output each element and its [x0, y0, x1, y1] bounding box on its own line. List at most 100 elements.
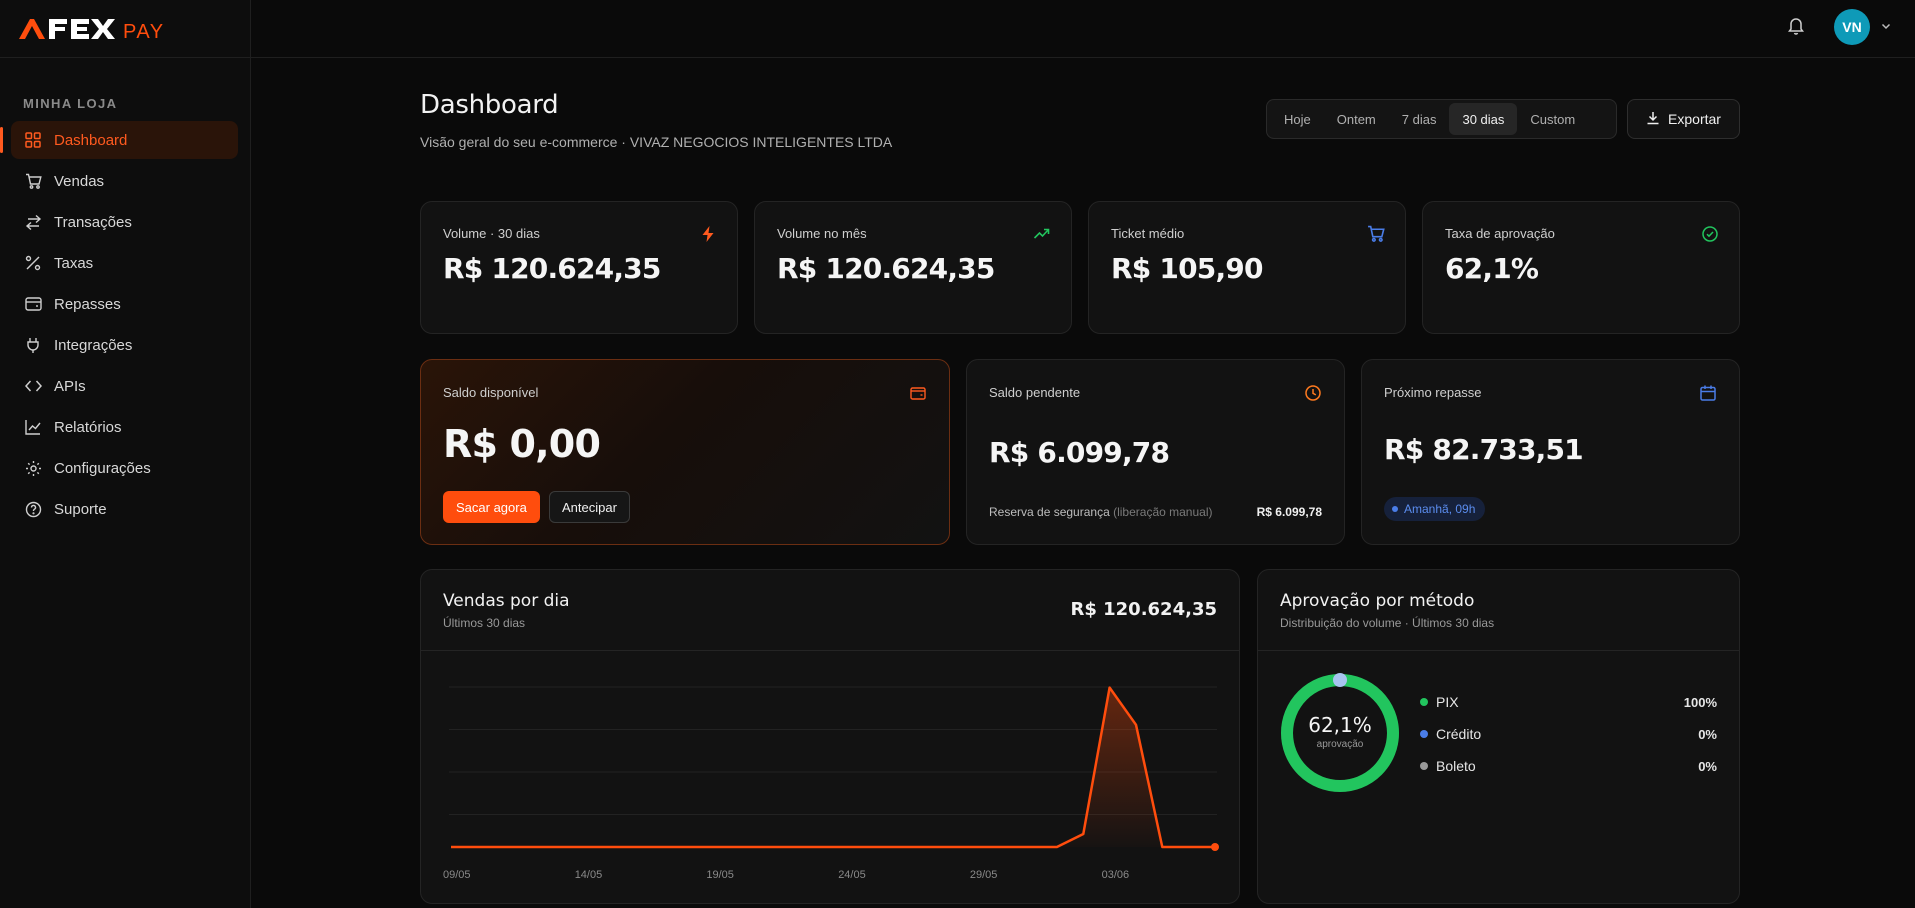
chart-icon — [24, 418, 42, 436]
legend-dot — [1420, 730, 1428, 738]
sidebar-item-apis[interactable]: APIs — [11, 367, 238, 405]
approval-donut — [1281, 673, 1399, 792]
kpi-label: Volume no mês — [777, 226, 867, 241]
trend-up-icon — [1033, 225, 1051, 243]
sidebar-item-integracoes[interactable]: Integrações — [11, 326, 238, 364]
kpi-value: 62,1% — [1445, 252, 1539, 285]
reserve-text: Reserva de segurança — [989, 505, 1110, 519]
sidebar-item-taxas[interactable]: Taxas — [11, 244, 238, 282]
proximo-repasse-card: Próximo repasse R$ 82.733,51 Amanhã, 09h — [1361, 359, 1740, 545]
brand-logo[interactable]: PAY — [0, 0, 250, 58]
balance-label: Próximo repasse — [1384, 385, 1482, 400]
range-30-dias[interactable]: 30 dias — [1449, 103, 1518, 135]
topbar — [251, 0, 1915, 58]
cart-icon — [1367, 225, 1385, 243]
page-subtitle: Visão geral do seu e-commerce · VIVAZ NE… — [420, 134, 893, 150]
chevron-down-icon[interactable] — [1880, 19, 1892, 31]
kpi-value: R$ 120.624,35 — [443, 252, 661, 285]
status-badge: Amanhã, 09h — [1384, 497, 1486, 521]
page-title: Dashboard — [420, 90, 559, 120]
donut-center: 62,1% aprovação — [1280, 673, 1400, 793]
download-icon — [1646, 111, 1660, 128]
kpi-value: R$ 105,90 — [1111, 252, 1263, 285]
cart-icon — [24, 172, 42, 190]
sidebar-item-label: Taxas — [54, 254, 94, 272]
legend-value: 0% — [1698, 758, 1717, 774]
data-point-last[interactable] — [1211, 843, 1219, 851]
avatar-initials: VN — [1842, 19, 1862, 35]
sidebar-item-repasses[interactable]: Repasses — [11, 285, 238, 323]
sidebar-item-label: Dashboard — [54, 131, 128, 149]
legend-label: Crédito — [1436, 726, 1482, 742]
saldo-disponivel-card: Saldo disponível R$ 0,00 Sacar agora Ant… — [420, 359, 950, 545]
range-hoje[interactable]: Hoje — [1284, 111, 1311, 127]
legend-pix: PIX 100% — [1420, 692, 1717, 712]
kpi-label: Ticket médio — [1111, 226, 1185, 241]
donut-center-value: 62,1% — [1308, 712, 1372, 737]
sidebar-item-vendas[interactable]: Vendas — [11, 162, 238, 200]
range-custom[interactable]: Custom — [1530, 111, 1576, 127]
sales-chart-card: Vendas por dia Últimos 30 dias R$ 120.62… — [420, 569, 1240, 904]
sidebar: PAY MINHA LOJA Dashboard Vendas Transaçõ… — [0, 0, 251, 908]
sales-line — [451, 686, 1215, 849]
avatar[interactable]: VN — [1834, 9, 1870, 45]
kpi-value: R$ 120.624,35 — [777, 252, 995, 285]
reserve-value: R$ 6.099,78 — [1256, 505, 1322, 519]
x-tick-label: 14/05 — [575, 869, 603, 881]
grid-icon — [24, 131, 42, 149]
sidebar-item-label: Relatórios — [54, 418, 122, 436]
afex-pay-logo: PAY — [19, 18, 163, 41]
sales-line-chart: 09/05 14/05 19/05 24/05 29/05 03/06 — [443, 686, 1219, 881]
sidebar-item-transacoes[interactable]: Transações — [11, 203, 238, 241]
range-ontem[interactable]: Ontem — [1336, 111, 1376, 127]
legend-dot — [1420, 698, 1428, 706]
sidebar-item-relatorios[interactable]: Relatórios — [11, 408, 238, 446]
donut-marker — [1333, 673, 1347, 687]
legend-value: 0% — [1698, 726, 1717, 742]
sidebar-item-label: Vendas — [54, 172, 105, 190]
legend-label: Boleto — [1436, 758, 1476, 774]
sidebar-item-suporte[interactable]: Suporte — [11, 490, 238, 528]
sidebar-item-dashboard[interactable]: Dashboard — [0, 121, 238, 159]
wallet-icon — [24, 295, 42, 313]
x-tick-label: 19/05 — [706, 869, 734, 881]
plug-icon — [24, 336, 42, 354]
sidebar-item-label: Transações — [54, 213, 132, 231]
code-icon — [24, 377, 42, 395]
kpi-label: Volume · 30 dias — [443, 226, 540, 241]
balance-value: R$ 6.099,78 — [989, 436, 1170, 469]
balance-value: R$ 0,00 — [443, 422, 601, 466]
card-divider — [1258, 650, 1739, 651]
bell-icon[interactable] — [1786, 15, 1808, 39]
kpi-card-taxa-aprovacao: Taxa de aprovação 62,1% — [1422, 201, 1740, 334]
wallet-icon — [909, 384, 927, 402]
legend-dot — [1420, 762, 1428, 770]
sidebar-item-configuracoes[interactable]: Configurações — [11, 449, 238, 487]
sidebar-item-label: Configurações — [54, 459, 151, 477]
legend-boleto: Boleto 0% — [1420, 756, 1717, 776]
card-divider — [421, 650, 1239, 651]
approval-card: Aprovação por método Distribuição do vol… — [1257, 569, 1740, 904]
export-label: Exportar — [1668, 111, 1721, 127]
anticipate-button[interactable]: Antecipar — [549, 491, 630, 523]
range-7-dias[interactable]: 7 dias — [1401, 111, 1437, 127]
reserve-note: (liberação manual) — [1113, 505, 1213, 519]
withdraw-button[interactable]: Sacar agora — [443, 491, 540, 523]
export-button[interactable]: Exportar — [1627, 99, 1740, 139]
x-tick-label: 09/05 — [443, 869, 471, 881]
chart-total: R$ 120.624,35 — [1070, 599, 1217, 620]
sidebar-nav: Dashboard Vendas Transações Taxas Repass… — [0, 121, 250, 528]
date-range-selector: Hoje Ontem 7 dias 30 dias Custom — [1266, 99, 1617, 139]
kpi-label: Taxa de aprovação — [1445, 226, 1555, 241]
sidebar-item-label: APIs — [54, 377, 86, 395]
status-badge-label: Amanhã, 09h — [1404, 502, 1476, 516]
percent-icon — [24, 254, 42, 272]
calendar-icon — [1699, 384, 1717, 402]
saldo-pendente-card: Saldo pendente R$ 6.099,78 Reserva de se… — [966, 359, 1345, 545]
donut-center-label: aprovação — [1316, 738, 1364, 750]
chart-subtitle: Últimos 30 dias — [443, 616, 526, 630]
legend-credito: Crédito 0% — [1420, 724, 1717, 744]
kpi-card-volume-mes: Volume no mês R$ 120.624,35 — [754, 201, 1072, 334]
sidebar-item-label: Repasses — [54, 295, 121, 313]
help-icon — [24, 500, 42, 518]
